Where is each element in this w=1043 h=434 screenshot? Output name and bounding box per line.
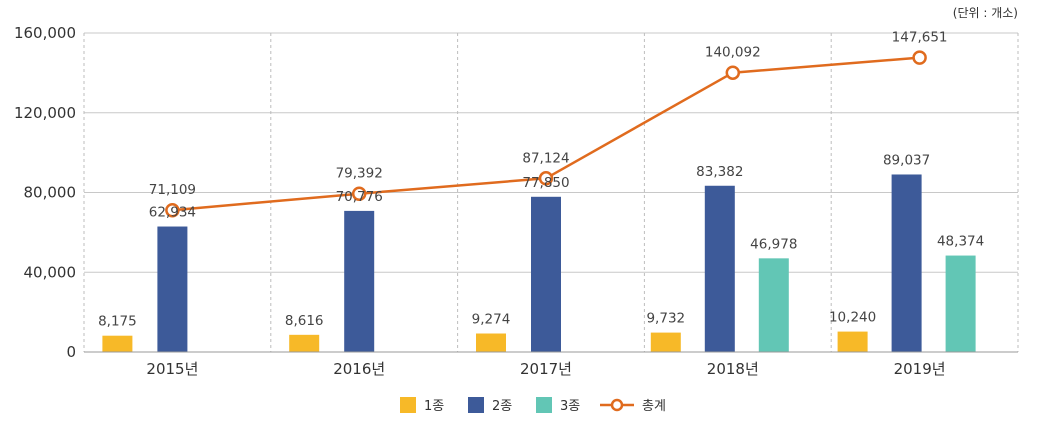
total-point — [165, 202, 180, 218]
unit-note: (단위 : 개소) — [953, 6, 1018, 20]
total-point — [351, 186, 367, 201]
y-tick-label: 120,000 — [14, 104, 76, 122]
bars — [102, 174, 976, 352]
x-tick-label: 2018년 — [707, 360, 759, 378]
legend-swatch-2종 — [468, 397, 484, 413]
data-label: 62,934 — [149, 205, 196, 221]
data-label: 46,978 — [750, 236, 797, 252]
data-label: 77,850 — [522, 175, 569, 191]
data-label: 89,037 — [883, 152, 930, 168]
data-label: 83,382 — [696, 164, 743, 180]
x-tick-label: 2016년 — [333, 360, 385, 378]
grid — [83, 32, 1019, 352]
bar-1종 — [102, 335, 133, 352]
total-line — [165, 50, 927, 218]
bar-3종 — [758, 258, 789, 352]
y-tick-label: 40,000 — [24, 263, 77, 281]
data-label: 140,092 — [705, 45, 761, 61]
bar-1종 — [289, 334, 320, 352]
data-label: 8,616 — [285, 313, 324, 329]
legend-label: 2종 — [492, 399, 512, 414]
y-tick-label: 0 — [66, 343, 76, 361]
bar-1종 — [476, 333, 506, 352]
bar-2종 — [891, 174, 922, 352]
bar-3종 — [945, 255, 976, 352]
bar-2종 — [157, 226, 188, 352]
total-point — [725, 65, 741, 80]
data-label: 87,124 — [522, 150, 569, 166]
total-point — [538, 171, 554, 186]
data-labels: 8,175 8,616 9,274 9,732 10,240 62,934 70,776 77… — [98, 30, 984, 330]
data-label: 8,175 — [98, 314, 137, 330]
legend-swatch-1종 — [400, 397, 416, 413]
y-tick-label: 160,000 — [14, 24, 76, 42]
bar-2종 — [704, 185, 735, 352]
total-point — [912, 50, 927, 65]
legend: 1종 2종 3종 총계 — [400, 397, 666, 414]
legend-marker — [610, 398, 624, 412]
axes: 0 40,000 80,000 120,000 160,000 2015년 2016년 201… — [14, 24, 1018, 378]
legend-label: 3종 — [560, 399, 580, 414]
data-label: 71,109 — [149, 182, 196, 198]
data-label: 70,776 — [336, 189, 383, 205]
x-tick-label: 2019년 — [894, 360, 946, 378]
legend-swatch-3종 — [536, 397, 552, 413]
data-label: 79,392 — [336, 166, 383, 182]
data-label: 9,732 — [646, 311, 685, 327]
bar-2종 — [344, 210, 375, 352]
data-label: 10,240 — [829, 310, 876, 326]
bar-1종 — [837, 331, 868, 352]
y-tick-label: 80,000 — [24, 184, 77, 202]
bar-1종 — [650, 332, 681, 352]
x-tick-label: 2015년 — [146, 360, 198, 378]
data-label: 9,274 — [472, 312, 511, 328]
x-tick-label: 2017년 — [520, 360, 572, 378]
legend-label: 총계 — [642, 399, 666, 414]
legend-label: 1종 — [424, 399, 444, 414]
data-label: 48,374 — [937, 234, 984, 250]
data-label: 147,651 — [892, 30, 948, 46]
bar-2종 — [531, 196, 561, 352]
